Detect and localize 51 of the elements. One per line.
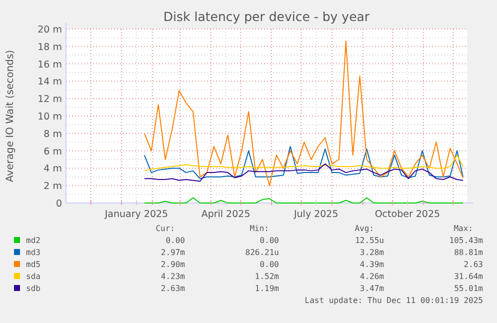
text: 1.19m (254, 284, 280, 293)
text: Max: (454, 224, 473, 233)
x-tick-label: October 2025 (374, 209, 440, 220)
text: Min: (250, 224, 269, 233)
text: 55.01m (454, 284, 484, 293)
text: Cur: (156, 224, 175, 233)
text: 2.63m (160, 284, 186, 293)
legend-label: md3 (26, 248, 41, 257)
y-tick-label: 14 m (38, 76, 62, 88)
x-tick-label: January 2025 (104, 209, 168, 220)
text: Avg: (354, 224, 374, 233)
text: 4.39m (360, 260, 384, 269)
x-tick-label: April 2025 (201, 209, 250, 220)
text: 2.97m (160, 248, 186, 257)
text: 2.90m (160, 260, 186, 269)
text: 826.21u (245, 248, 280, 257)
y-tick-label: 10 m (38, 112, 62, 122)
text: 4.26m (360, 272, 384, 281)
y-tick-label: 16 m (38, 59, 62, 70)
legend-label: md5 (26, 260, 41, 269)
line-series (144, 40, 464, 186)
text: 4.23m (160, 272, 186, 281)
y-tick-label: 2 m (44, 181, 62, 192)
y-tick-label: 12 m (38, 94, 62, 106)
text: 2.63 (464, 260, 484, 269)
y-tick-label: 20 m (38, 24, 62, 36)
y-tick-label: 0 (56, 198, 62, 210)
chart-title: Disk latency per device - by year (163, 9, 370, 24)
y-axis-title: Average IO Wait (seconds) (5, 50, 16, 182)
text: 0.00 (260, 236, 280, 245)
text: 1.52m (254, 272, 280, 281)
x-tick-label: July 2025 (292, 209, 338, 220)
text: 105.43m (449, 236, 484, 245)
y-tick-label: 8 m (44, 128, 62, 140)
text: Last update: Thu Dec 11 00:01:19 2025 (304, 296, 484, 305)
legend-label: md2 (26, 236, 41, 245)
line-series (144, 154, 464, 172)
text: 0.00 (166, 236, 186, 245)
line-series (144, 163, 464, 182)
legend-label: sdb (26, 284, 41, 293)
text: 31.64m (454, 272, 484, 281)
y-tick-label: 4 m (44, 164, 62, 175)
text: 0.00 (260, 260, 280, 269)
y-tick-label: 6 m (44, 146, 62, 158)
text: 88.81m (454, 248, 484, 257)
y-tick-label: 18 m (38, 42, 62, 53)
line-series (144, 146, 464, 180)
text: 3.28m (360, 248, 384, 257)
text: 3.47m (360, 284, 384, 293)
legend-label: sda (26, 272, 41, 281)
text: 12.55u (355, 236, 384, 245)
